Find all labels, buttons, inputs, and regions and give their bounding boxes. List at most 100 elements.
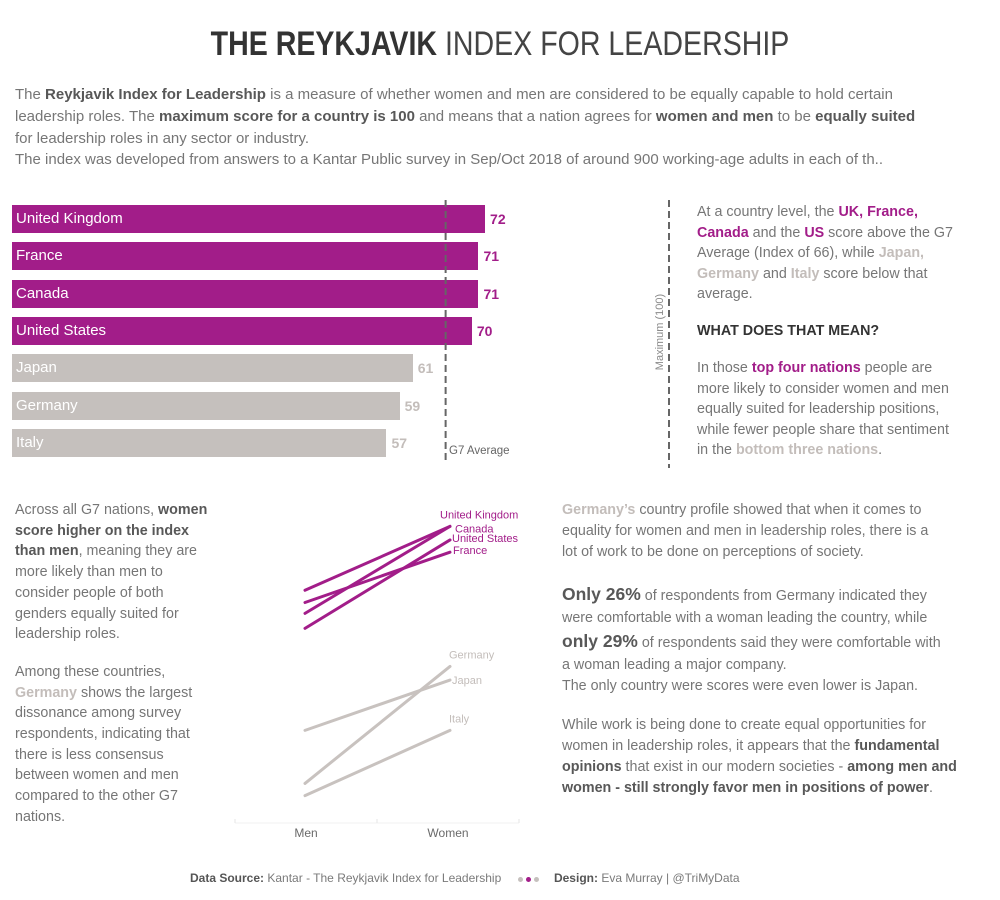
text-run: Among these countries, xyxy=(15,663,166,680)
text-run: average. xyxy=(697,286,753,302)
bar-united-states[interactable]: United States xyxy=(12,316,472,345)
series-label-japan: Japan xyxy=(452,675,482,687)
title-light: INDEX FOR LEADERSHIP xyxy=(444,25,790,63)
paragraph: The Reykjavik Index for Leadership is a … xyxy=(15,84,915,171)
emphasis-text: Reykjavik Index for Leadership xyxy=(45,86,266,103)
paragraph: At a country level, the UK, France, Canad… xyxy=(697,202,953,305)
bar-category-label: Japan xyxy=(16,359,57,377)
emphasis-text: Germany xyxy=(697,265,759,282)
slope-line-united-kingdom[interactable] xyxy=(303,524,452,592)
text-run: of respondents from Germany indicated th… xyxy=(640,587,927,604)
emphasis-text: Japan, xyxy=(878,245,925,261)
text-run: . xyxy=(878,442,883,458)
text-line: lot of work to be done on perceptions of… xyxy=(562,542,957,563)
slope-line-canada[interactable] xyxy=(303,524,452,615)
text-run: respondents, indicating that xyxy=(15,726,190,743)
text-line: respondents, indicating that xyxy=(15,724,207,745)
text-run: . xyxy=(929,780,933,796)
text-run: and the xyxy=(748,224,805,241)
text-run: The xyxy=(15,86,46,103)
text-line: nations. xyxy=(15,807,207,828)
series-label-italy: Italy xyxy=(449,713,470,725)
maximum-label: Maximum (100) xyxy=(654,293,666,371)
bar-canada[interactable]: Canada xyxy=(12,279,479,308)
text-run: equality for women and men in leadership… xyxy=(562,523,929,539)
emphasis-text: fundamental xyxy=(854,738,940,754)
slope-line-france[interactable] xyxy=(303,550,452,605)
text-run: shows the largest xyxy=(76,684,193,701)
text-line: women - still strongly favor men in posi… xyxy=(562,778,957,799)
bar-value-label: 72 xyxy=(490,211,506,227)
emphasis-text: than men xyxy=(15,543,79,560)
text-line: compared to the other G7 xyxy=(15,786,207,807)
text-line: Canada and the US score above the G7 xyxy=(697,223,953,244)
series-label-united-states: United States xyxy=(452,533,519,545)
text-line: equally suited for leadership positions, xyxy=(697,399,953,420)
slope-line-germany[interactable] xyxy=(303,664,452,785)
text-run: At a country level, the xyxy=(697,204,839,220)
emphasis-text: women and men xyxy=(655,107,774,125)
text-line: in the bottom three nations. xyxy=(697,440,953,461)
bar-category-label: Canada xyxy=(16,284,69,302)
paragraph: Among these countries, Germany shows the … xyxy=(15,662,207,828)
bar-value-label: 61 xyxy=(417,360,434,377)
bar-category-label: Germany xyxy=(16,396,78,414)
text-run: consider people of both xyxy=(15,584,164,601)
text-run: Average (Index of 66), while xyxy=(697,245,879,261)
text-run: The only country were scores were even l… xyxy=(562,677,918,694)
text-line: equality for women and men in leadership… xyxy=(562,521,957,542)
slope-line-japan[interactable] xyxy=(303,678,452,732)
text-run: and xyxy=(758,265,791,282)
text-line: more likely than men to xyxy=(15,562,207,583)
bar-germany[interactable]: Germany xyxy=(12,391,400,420)
text-run: The index was developed from answers to … xyxy=(15,151,884,169)
bar-united-kingdom[interactable]: United Kingdom xyxy=(12,205,486,233)
emphasis-text: Italy xyxy=(790,265,820,282)
germany-summary-text: Germany’s country profile showed that wh… xyxy=(562,500,957,799)
text-run: country profile showed that when it come… xyxy=(635,502,922,518)
text-line: for leadership roles in any sector or in… xyxy=(15,128,915,150)
emphasis-text: bottom three nations xyxy=(735,442,879,458)
section-heading: WHAT DOES THAT MEAN? xyxy=(697,323,880,339)
emphasis-text: Germany’s xyxy=(562,502,636,518)
text-run: between women and men xyxy=(15,767,179,784)
text-run: score above the G7 xyxy=(824,224,953,241)
slope-line-united-states[interactable] xyxy=(303,538,452,630)
slope-line-italy[interactable] xyxy=(303,728,452,798)
emphasis-text: Canada xyxy=(697,224,749,241)
bar-value-label: 70 xyxy=(476,322,493,339)
text-run: of respondents said they were comfortabl… xyxy=(637,634,941,651)
text-line: genders equally suited for xyxy=(15,604,207,625)
text-line: dissonance among survey xyxy=(15,703,207,724)
text-line: leadership roles. The maximum score for … xyxy=(15,106,915,128)
text-run: while fewer people share that sentiment xyxy=(697,421,949,438)
country-summary-text: At a country level, the UK, France, Canad… xyxy=(697,202,953,461)
text-run: leadership roles. The xyxy=(15,107,159,125)
bar-category-label: France xyxy=(16,247,63,265)
text-run: genders equally suited for xyxy=(15,605,179,622)
text-run: people are xyxy=(860,360,933,376)
bar-category-label: Italy xyxy=(16,433,44,451)
bar-category-label: United Kingdom xyxy=(16,210,123,227)
text-run: nations. xyxy=(15,808,66,825)
text-run: there is less consensus xyxy=(15,746,164,763)
text-run: lot of work to be done on perceptions of… xyxy=(562,544,864,560)
x-axis-label-men: Men xyxy=(294,826,317,840)
emphasis-text: opinions xyxy=(562,759,622,775)
bar-italy[interactable]: Italy xyxy=(12,428,387,457)
emphasis-text: score higher on the index xyxy=(15,522,189,539)
emphasis-text: maximum score for a country is 100 xyxy=(158,107,415,125)
emphasis-text: among men and xyxy=(847,759,957,775)
emphasis-text: top four nations xyxy=(751,360,861,376)
text-line: consider people of both xyxy=(15,583,207,604)
emphasis-text: only 29% xyxy=(562,630,638,651)
text-line: average. xyxy=(697,284,953,305)
reference-lines xyxy=(444,200,670,468)
text-run: in the xyxy=(697,442,736,458)
text-run: more likely than men to xyxy=(15,564,163,581)
text-line: Germany shows the largest xyxy=(15,683,207,704)
bar-japan[interactable]: Japan xyxy=(12,354,413,383)
bar-france[interactable]: France xyxy=(12,242,479,271)
text-run: equally suited for leadership positions, xyxy=(697,401,940,417)
text-line: leadership roles. xyxy=(15,624,207,645)
